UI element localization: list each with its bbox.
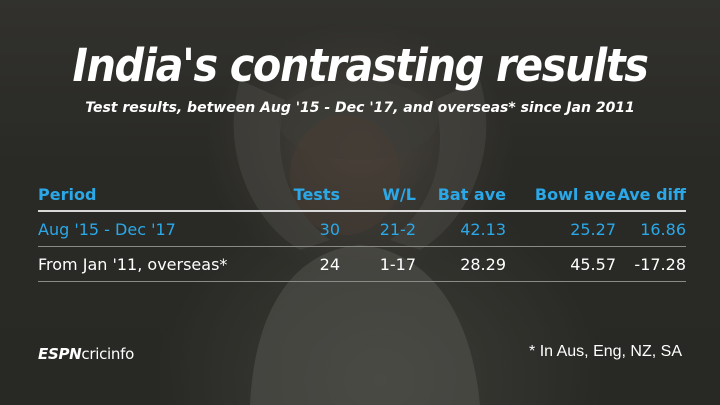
header-tests: Tests [248,178,340,212]
page-title: India's contrasting results [72,39,648,92]
logo-cricinfo: cricinfo [81,345,134,363]
cell-period: Aug '15 - Dec '17 [38,211,248,247]
cell-tests: 30 [248,211,340,247]
cell-bat-ave: 28.29 [416,246,506,282]
cell-bowl-ave: 25.27 [506,211,616,247]
cell-bat-ave: 42.13 [416,211,506,247]
cell-period: From Jan '11, overseas* [38,246,248,282]
cell-bowl-ave: 45.57 [506,246,616,282]
cell-win-loss: 1-17 [340,246,416,282]
table-row: Aug '15 - Dec '17 30 21-2 42.13 25.27 16… [38,211,686,247]
page-subtitle: Test results, between Aug '15 - Dec '17,… [85,100,635,116]
footnote: * In Aus, Eng, NZ, SA [529,343,682,360]
results-table: Period Tests W/L Bat ave Bowl ave Ave di… [38,178,686,282]
cell-ave-diff: -17.28 [616,246,686,282]
logo-espn: ESPN [38,345,82,363]
header-bowl-ave: Bowl ave [506,178,616,212]
espncricinfo-logo: ESPNcricinfo [38,345,134,363]
cell-win-loss: 21-2 [340,211,416,247]
cell-ave-diff: 16.86 [616,211,686,247]
header-ave-diff: Ave diff [616,178,686,212]
header-bat-ave: Bat ave [416,178,506,212]
header-win-loss: W/L [340,178,416,212]
cell-tests: 24 [248,246,340,282]
table-row: From Jan '11, overseas* 24 1-17 28.29 45… [38,246,686,282]
header-period: Period [38,178,248,212]
table-header-row: Period Tests W/L Bat ave Bowl ave Ave di… [38,178,686,212]
